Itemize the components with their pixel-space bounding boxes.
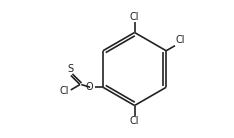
Text: O: O — [85, 82, 93, 92]
Text: Cl: Cl — [130, 116, 139, 126]
Text: S: S — [68, 64, 74, 74]
Text: Cl: Cl — [130, 12, 139, 22]
Text: Cl: Cl — [176, 35, 185, 45]
Text: Cl: Cl — [59, 86, 69, 96]
